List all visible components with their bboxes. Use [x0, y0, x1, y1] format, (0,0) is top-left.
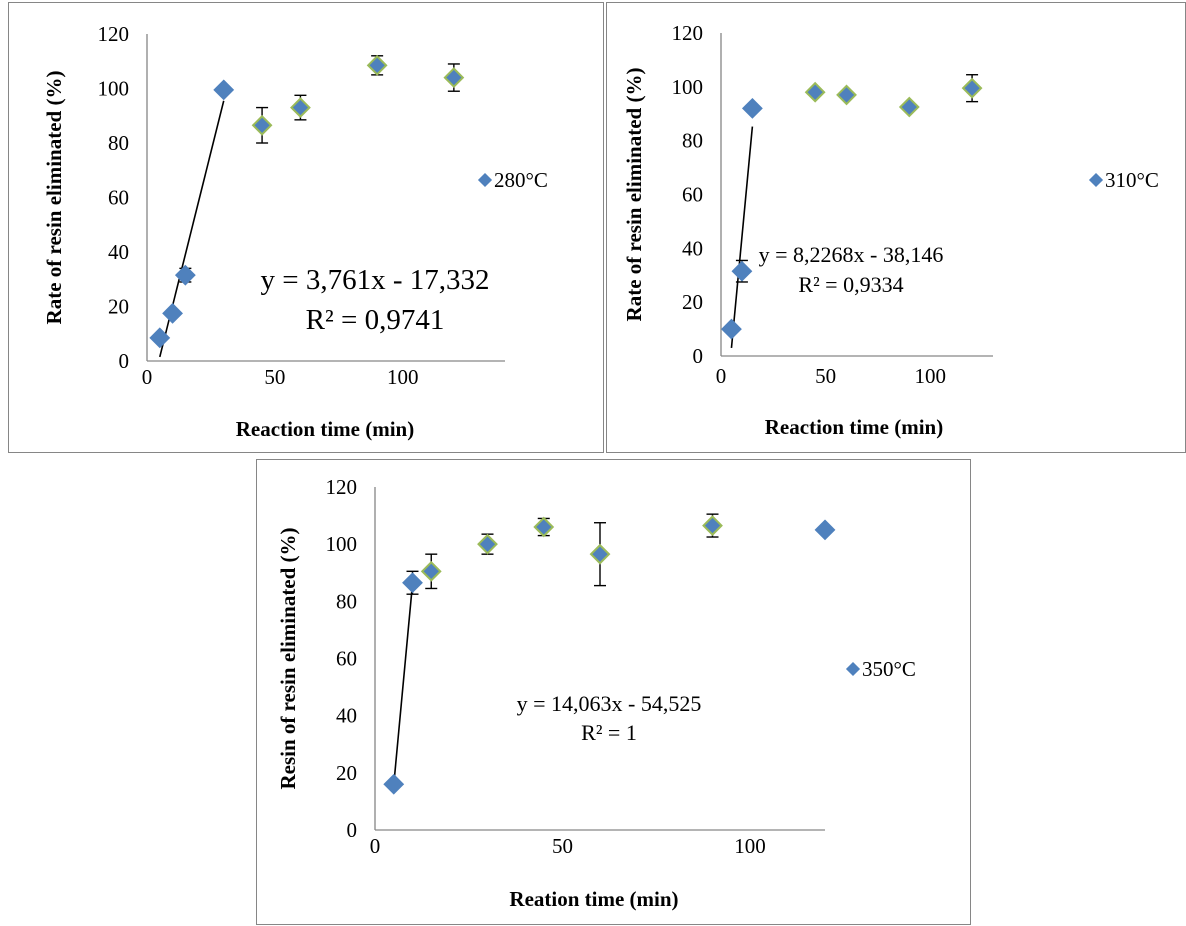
chart-panel-350c: 0 20 40 60 80 100 120 0 50 100 Reation time (min) R…	[256, 459, 971, 925]
x-axis-title: Reation time (min)	[509, 887, 678, 911]
y-tick-label: 40	[336, 704, 357, 728]
chart-svg-310c: 0 20 40 60 80 100 120 0 50 100 Reaction time (min)…	[622, 21, 1159, 439]
x-axis-title: Reaction time (min)	[236, 417, 414, 441]
y-tick-label: 120	[672, 21, 704, 45]
data-point-350c	[383, 773, 405, 795]
legend-marker-icon	[1088, 172, 1104, 188]
data-point-350c	[702, 515, 723, 537]
data-point-350c	[533, 516, 555, 538]
x-tick-label: 50	[552, 834, 573, 858]
data-point-310c	[741, 97, 763, 119]
data-point-350c	[814, 519, 836, 541]
trendline-r-squared: R² = 1	[581, 720, 637, 745]
y-tick-label: 20	[336, 761, 357, 785]
data-point-310c	[898, 96, 920, 118]
y-tick-label: 20	[682, 290, 703, 314]
data-point-280c	[290, 97, 311, 118]
y-axis-title: Rate of resin eliminated (%)	[622, 68, 646, 322]
chart-panel-310c: 0 20 40 60 80 100 120 0 50 100 Reaction time (min)…	[606, 2, 1186, 453]
y-tick-label: 100	[672, 75, 704, 99]
y-tick-label: 20	[108, 295, 129, 319]
data-point-280c	[251, 114, 273, 136]
x-tick-label: 0	[716, 364, 727, 388]
x-tick-label: 100	[914, 364, 946, 388]
x-axis-title: Reaction time (min)	[765, 415, 943, 439]
x-tick-label: 0	[142, 365, 153, 389]
y-tick-label: 120	[98, 22, 130, 46]
legend-label: 310°C	[1105, 168, 1159, 192]
chart-panel-280c: 0 20 40 60 80 100 120 0 50 100 Reaction time (min)…	[8, 2, 604, 453]
y-tick-label: 40	[108, 240, 129, 264]
trendline-r-squared: R² = 0,9334	[798, 272, 903, 297]
data-point-310c	[804, 81, 826, 103]
chart-svg-350c: 0 20 40 60 80 100 120 0 50 100 Reation time (min) R…	[276, 475, 916, 911]
legend-label: 280°C	[494, 168, 548, 192]
y-tick-label: 120	[326, 475, 358, 499]
trendline-equation: y = 3,761x - 17,332	[260, 264, 489, 296]
x-tick-label: 100	[387, 365, 419, 389]
data-point-310c	[836, 84, 857, 106]
data-point-310c	[731, 260, 753, 282]
data-point-280c	[149, 327, 171, 349]
y-tick-label: 0	[693, 344, 704, 368]
y-tick-label: 40	[682, 236, 703, 260]
data-point-350c	[589, 543, 611, 565]
x-tick-label: 100	[734, 834, 766, 858]
legend-marker-icon	[845, 661, 861, 677]
y-tick-label: 60	[336, 647, 357, 671]
data-point-350c	[402, 572, 423, 594]
y-tick-label: 60	[108, 186, 129, 210]
data-point-280c	[366, 54, 388, 76]
data-point-280c	[174, 264, 196, 286]
data-point-350c	[477, 533, 498, 555]
x-tick-label: 50	[815, 364, 836, 388]
trendline-equation: y = 8,2268x - 38,146	[759, 242, 944, 267]
y-tick-label: 0	[119, 349, 130, 373]
y-tick-label: 80	[108, 131, 129, 155]
data-point-280c	[443, 67, 465, 89]
y-tick-label: 100	[98, 77, 130, 101]
data-point-310c	[961, 77, 983, 99]
y-tick-label: 0	[347, 818, 358, 842]
x-tick-label: 0	[370, 834, 381, 858]
trendline-equation: y = 14,063x - 54,525	[517, 691, 702, 716]
legend-label: 350°C	[862, 657, 916, 681]
data-point-350c	[420, 560, 442, 582]
data-point-280c	[213, 79, 235, 101]
chart-svg-280c: 0 20 40 60 80 100 120 0 50 100 Reaction time (min)…	[42, 22, 548, 441]
y-tick-label: 100	[326, 532, 358, 556]
data-point-280c	[162, 302, 183, 324]
legend-marker-icon	[477, 172, 493, 188]
y-tick-label: 80	[682, 129, 703, 153]
data-point-310c	[721, 318, 742, 340]
y-axis-title: Rate of resin eliminated (%)	[42, 71, 66, 325]
y-axis-title: Resin of resin eliminated (%)	[276, 527, 300, 789]
y-tick-label: 60	[682, 183, 703, 207]
x-tick-label: 50	[264, 365, 285, 389]
trendline-r-squared: R² = 0,9741	[306, 304, 445, 336]
trendline	[392, 583, 414, 785]
trendline	[730, 126, 754, 349]
y-tick-label: 80	[336, 589, 357, 613]
